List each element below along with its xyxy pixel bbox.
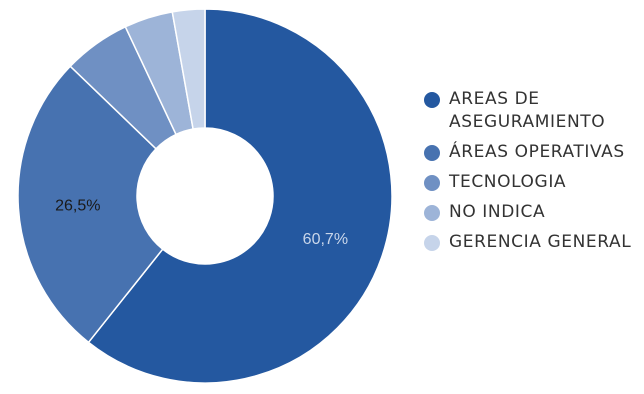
legend-label-1: ÁREAS OPERATIVAS [449,142,625,162]
legend-item-4: GERENCIA GENERAL [424,231,639,254]
legend-label-0: AREAS DE ASEGURAMIENTO [449,89,606,132]
donut-slice-1 [17,65,164,344]
slice-label-0: 60,7% [303,231,348,248]
donut-slice-0 [87,8,393,384]
slice-label-1: 26,5% [55,197,100,214]
legend-item-3: NO INDICA [424,201,639,224]
legend-item-1: ÁREAS OPERATIVAS [424,141,639,164]
legend-item-0: AREAS DE ASEGURAMIENTO [424,88,639,134]
donut-slice-4 [171,8,206,130]
legend-swatch-3 [424,205,440,221]
legend-swatch-4 [424,235,440,251]
legend-swatch-0 [424,92,440,108]
legend-swatch-1 [424,145,440,161]
legend-label-4: GERENCIA GENERAL [449,232,632,252]
legend-label-2: TECNOLOGIA [449,172,567,192]
legend-label-3: NO INDICA [449,202,546,222]
legend-swatch-2 [424,175,440,191]
legend-item-2: TECNOLOGIA [424,171,639,194]
legend: AREAS DE ASEGURAMIENTO ÁREAS OPERATIVAS TE… [424,88,639,261]
